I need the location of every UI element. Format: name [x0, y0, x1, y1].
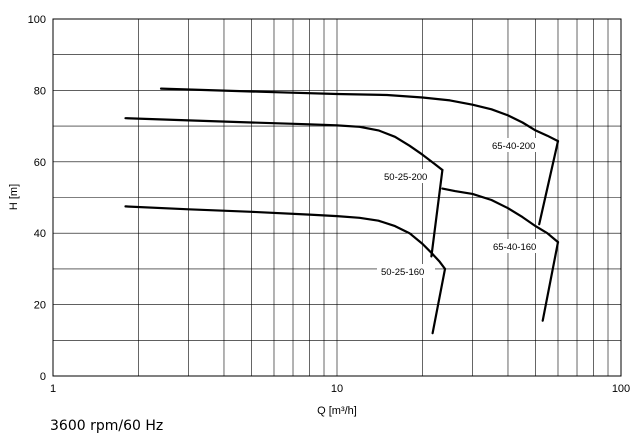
- curve-label-50-25-200: 50-25-200: [380, 169, 438, 183]
- operating-line: [541, 241, 560, 322]
- curve-65-40-160: [441, 187, 560, 244]
- svg-text:50-25-200: 50-25-200: [384, 172, 427, 183]
- y-tick-label: 40: [34, 228, 46, 240]
- y-tick-label: 80: [34, 85, 46, 97]
- svg-text:50-25-160: 50-25-160: [381, 267, 424, 278]
- x-tick-label: 10: [331, 383, 343, 395]
- x-axis-label: Q [m³/h]: [317, 405, 357, 417]
- y-tick-label: 0: [40, 371, 46, 383]
- curve-50-25-200: [124, 117, 444, 172]
- operating-line: [430, 168, 444, 258]
- y-tick-label: 100: [28, 14, 46, 26]
- curve-label-50-25-160: 50-25-160: [377, 264, 435, 278]
- x-tick-label: 1: [50, 383, 56, 395]
- plot-frame: [52, 18, 622, 377]
- curve-65-40-200: [159, 87, 560, 143]
- curve-label-65-40-200: 65-40-200: [488, 138, 546, 152]
- curve-50-25-160: [124, 205, 447, 270]
- speed-frequency-caption: 3600 rpm/60 Hz: [50, 418, 164, 434]
- tick-labels: 1 10 100 0 20 40 60 80 100: [28, 14, 630, 395]
- operating-line: [431, 267, 447, 335]
- y-tick-label: 60: [34, 157, 46, 169]
- y-axis-label: H [m]: [8, 184, 20, 210]
- pump-curves: [124, 87, 560, 270]
- operating-line: [538, 140, 560, 226]
- x-tick-label: 100: [612, 383, 630, 395]
- curve-label-65-40-160: 65-40-160: [489, 239, 547, 253]
- grid: [53, 19, 621, 376]
- svg-text:65-40-200: 65-40-200: [492, 141, 535, 152]
- operating-lines: [430, 140, 560, 335]
- svg-text:65-40-160: 65-40-160: [493, 242, 536, 253]
- y-tick-label: 20: [34, 300, 46, 312]
